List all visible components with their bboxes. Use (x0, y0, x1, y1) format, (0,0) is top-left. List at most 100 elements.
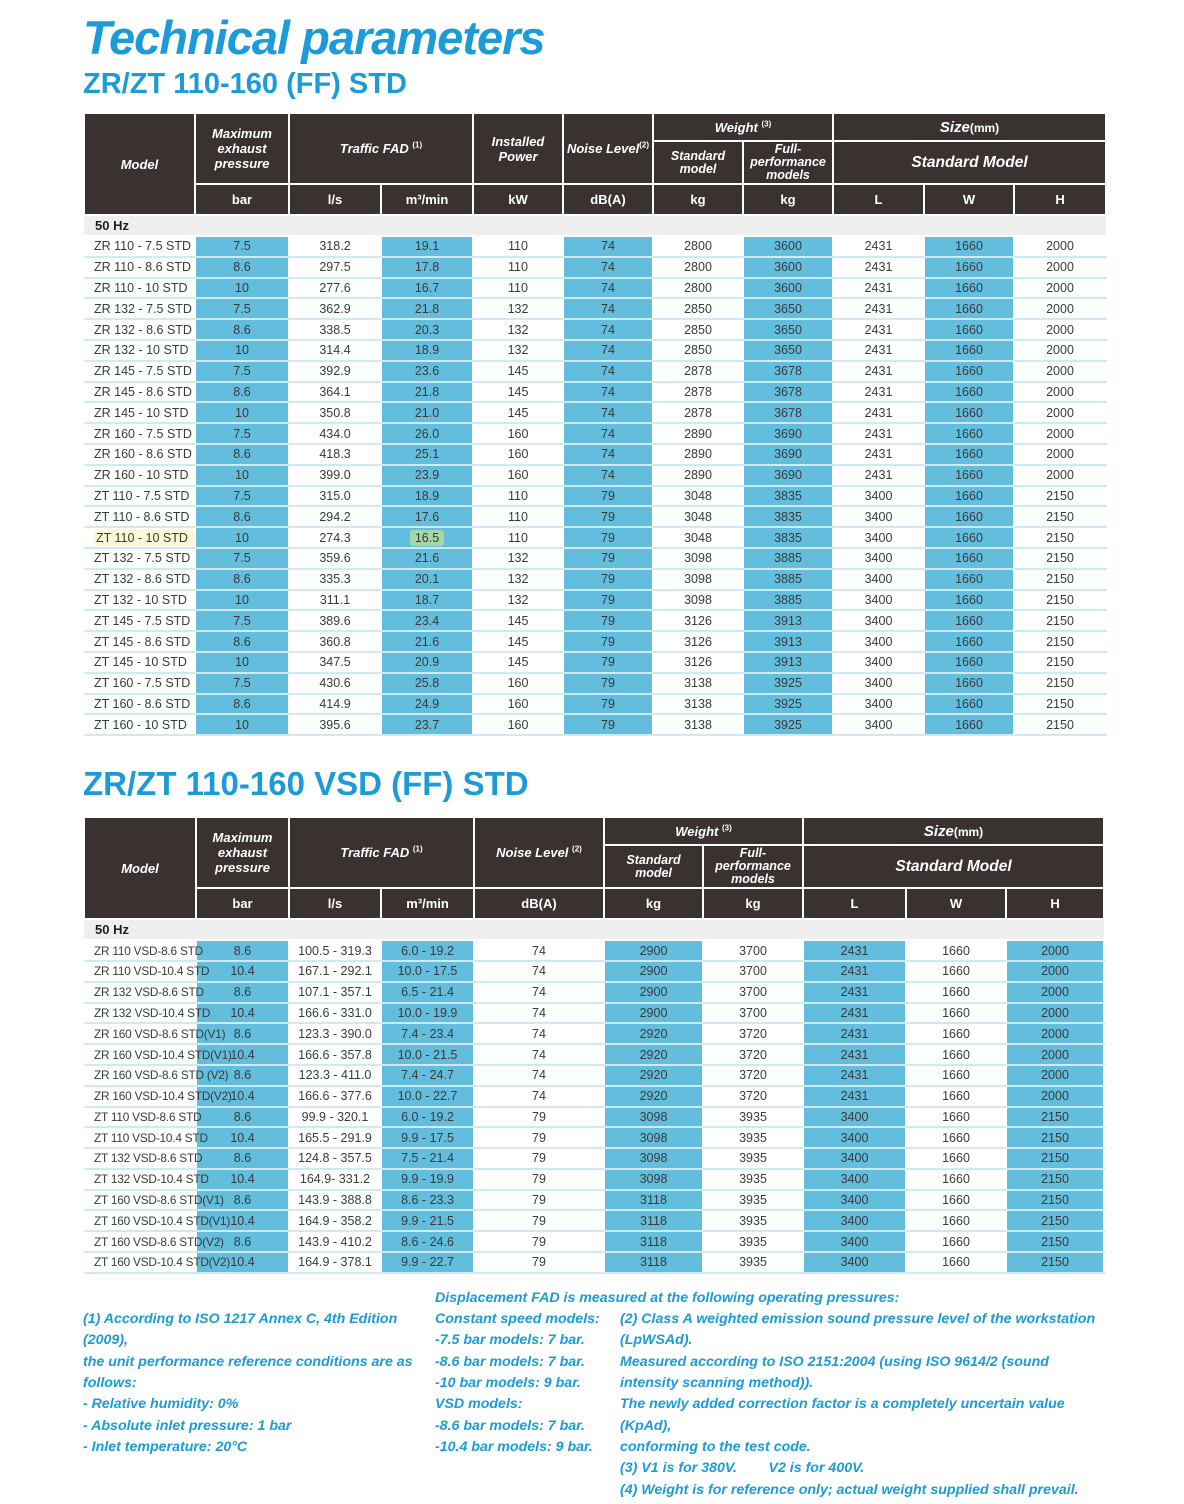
value-cell: 6.5 - 21.4 (381, 981, 475, 1004)
table-row: ZT 132 VSD-10.4 STD 10.4 164.9- 331.2 9.9 -… (84, 1168, 1106, 1191)
size-unit-label: (mm) (969, 120, 1000, 135)
value-cell: 2431 (833, 402, 925, 425)
value-cell: 2431 (833, 423, 925, 445)
value-cell: 2431 (833, 360, 925, 383)
value-cell: 3650 (743, 339, 834, 362)
value-cell: 160 (473, 443, 564, 466)
value-cell: 8.6 (196, 1023, 290, 1046)
value-cell: 434.0 (289, 423, 382, 445)
footnote-line: -8.6 bar models: 7 bar. (435, 1417, 585, 1434)
value-cell: 3400 (833, 631, 925, 653)
value-cell: 79 (474, 1210, 605, 1233)
value-cell: 1660 (906, 1002, 1007, 1025)
value-cell: 2431 (803, 1044, 907, 1066)
value-cell: 16.5 (381, 527, 474, 549)
footnote-line: The newly added correction factor is a c… (620, 1396, 1069, 1434)
value-cell: 16.7 (381, 277, 474, 300)
model-cell: ZR 160 VSD-10.4 STD(V1) (84, 1044, 232, 1066)
value-cell: 3400 (833, 506, 925, 529)
value-cell: 2431 (833, 277, 925, 300)
traffic-fad-header: Traffic FAD (1) (288, 112, 474, 185)
value-cell: 1660 (906, 1231, 1007, 1254)
value-cell: 3138 (653, 714, 744, 737)
table-row: ZT 110 - 7.5 STD 7.5 315.0 18.9 110 79 3048 383… (84, 485, 1108, 508)
value-cell: 100.5 - 319.3 (289, 940, 382, 962)
value-cell: 145 (473, 360, 564, 383)
value-cell: 311.1 (289, 589, 382, 612)
value-cell: 74 (563, 360, 654, 383)
value-cell: 2150 (1006, 1168, 1106, 1191)
value-cell: 2150 (1014, 631, 1108, 653)
table-row: ZT 145 - 7.5 STD 7.5 389.6 23.4 145 79 3126 391… (84, 610, 1108, 633)
value-cell: 110 (473, 527, 564, 549)
value-cell: 3935 (703, 1189, 804, 1212)
unit-header-cell: m³/min (380, 887, 475, 921)
frequency-group-label: 50 Hz (84, 919, 1105, 942)
value-cell: 364.1 (289, 381, 382, 404)
value-cell: 7.4 - 23.4 (381, 1023, 475, 1046)
value-cell: 10 (195, 527, 290, 549)
value-cell: 2431 (833, 381, 925, 404)
value-cell: 143.9 - 410.2 (289, 1231, 382, 1254)
value-cell: 23.7 (381, 714, 474, 737)
value-cell: 7.5 (195, 423, 290, 445)
value-cell: 2150 (1006, 1231, 1106, 1254)
value-cell: 2431 (803, 1064, 907, 1087)
value-cell: 2900 (604, 981, 704, 1004)
table-row: ZT 160 - 8.6 STD 8.6 414.9 24.9 160 79 3138 392… (84, 693, 1108, 716)
value-cell: 74 (563, 443, 654, 466)
value-cell: 10.0 - 21.5 (381, 1044, 475, 1066)
value-cell: 10.4 (196, 1168, 290, 1191)
unit-header-cell: bar (194, 183, 290, 216)
table-row: ZR 145 - 10 STD 10 350.8 21.0 145 74 2878 3678 2… (84, 402, 1108, 425)
value-cell: 3098 (604, 1148, 704, 1170)
model-cell: ZT 145 - 8.6 STD (84, 631, 196, 653)
value-cell: 132 (473, 339, 564, 362)
max-pressure-header: Maximum exhaust pressure (195, 816, 290, 890)
value-cell: 10.4 (196, 1002, 290, 1025)
size-standard-model-header: Standard Model (801, 844, 1106, 890)
value-cell: 315.0 (289, 485, 382, 508)
value-cell: 1660 (906, 1168, 1007, 1191)
unit-header-cell: L (802, 887, 907, 921)
value-cell: 297.5 (289, 256, 382, 279)
value-cell: 1660 (924, 443, 1015, 466)
value-cell: 8.6 (195, 256, 290, 279)
table-row: ZT 110 - 10 STD 10 274.3 16.5 110 79 3048 3835 3… (84, 527, 1108, 549)
value-cell: 7.5 (195, 672, 290, 695)
value-cell: 79 (563, 631, 654, 653)
table-row: ZT 132 - 10 STD 10 311.1 18.7 132 79 3098 3885 3… (84, 589, 1108, 612)
value-cell: 3400 (833, 693, 925, 716)
value-cell: 3935 (703, 1168, 804, 1191)
value-cell: 3913 (743, 651, 834, 674)
value-cell: 3925 (743, 672, 834, 695)
value-cell: 1660 (924, 236, 1015, 258)
value-cell: 2150 (1006, 1127, 1106, 1150)
value-cell: 3835 (743, 527, 834, 549)
value-cell: 359.6 (289, 547, 382, 570)
value-cell: 79 (563, 485, 654, 508)
weight-header: Weight (3) (652, 112, 834, 142)
value-cell: 2900 (604, 940, 704, 962)
value-cell: 1660 (924, 631, 1015, 653)
value-cell: 7.5 (195, 298, 290, 321)
value-cell: 2000 (1014, 360, 1108, 383)
value-cell: 3118 (604, 1189, 704, 1212)
value-cell: 3400 (833, 651, 925, 674)
table-row: ZR 110 - 7.5 STD 7.5 318.2 19.1 110 74 2800 360… (84, 236, 1108, 258)
size-label: Size (923, 822, 954, 840)
table-row: ZT 160 VSD-10.4 STD(V1) 10.4 164.9 - 358.2… (84, 1210, 1106, 1233)
table-row: ZT 110 VSD-10.4 STD 10.4 165.5 - 291.9 9.9 … (84, 1127, 1106, 1150)
value-cell: 3935 (703, 1231, 804, 1254)
value-cell: 3098 (604, 1168, 704, 1191)
value-cell: 318.2 (289, 236, 382, 258)
value-cell: 2150 (1006, 1252, 1106, 1274)
model-cell: ZR 160 VSD-8.6 STD(V1) (84, 1023, 226, 1046)
value-cell: 3925 (743, 714, 834, 737)
value-cell: 1660 (924, 319, 1015, 341)
value-cell: 1660 (906, 1252, 1007, 1274)
value-cell: 3835 (743, 506, 834, 529)
units-row: bar l/s m³/min kW dB(A) kg kg L W H (84, 183, 1108, 216)
value-cell: 3700 (703, 981, 804, 1004)
value-cell: 1660 (924, 485, 1015, 508)
